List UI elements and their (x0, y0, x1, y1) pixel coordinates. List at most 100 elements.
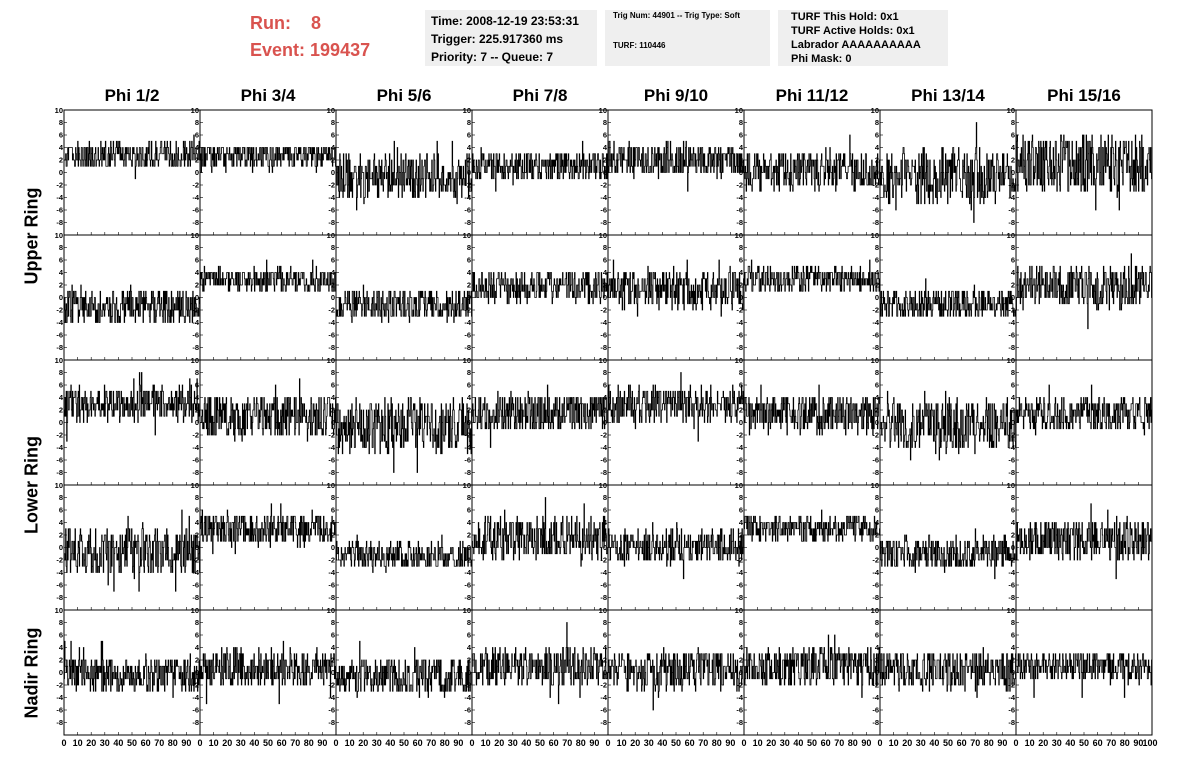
y-tick-label: -6 (600, 706, 607, 715)
y-tick-label: -6 (192, 706, 199, 715)
y-tick-label: 2 (331, 406, 335, 415)
panel-frame-r4-c2 (199, 484, 337, 611)
y-tick-label: 4 (195, 643, 200, 652)
x-tick-label: 30 (236, 738, 246, 748)
y-tick-label: -4 (464, 568, 471, 577)
y-tick-label: -2 (56, 556, 63, 565)
panel-frame-r2-c2 (199, 234, 337, 361)
y-tick-label: -6 (192, 456, 199, 465)
y-tick-label: -2 (600, 431, 607, 440)
y-tick-label: -2 (56, 181, 63, 190)
y-tick-label: 2 (331, 156, 335, 165)
x-tick-label: 50 (263, 738, 273, 748)
y-tick-label: -2 (1008, 306, 1015, 315)
y-top-label: 10 (191, 481, 199, 490)
y-tick-label: 4 (603, 268, 608, 277)
y-tick-label: 6 (739, 631, 743, 640)
y-tick-label: -4 (600, 443, 607, 452)
y-top-label: 10 (871, 231, 879, 240)
y-tick-label: -2 (1008, 181, 1015, 190)
phi-header-3-4: Phi 3/4 (240, 86, 296, 105)
y-top-label: 10 (327, 106, 335, 115)
run-event-panel: Run: 8 Event: 199437 (250, 10, 410, 66)
x-tick-label: 60 (685, 738, 695, 748)
y-tick-label: 6 (331, 131, 335, 140)
y-tick-label: 0 (739, 293, 743, 302)
y-tick-label: -8 (464, 468, 471, 477)
y-tick-label: 4 (331, 643, 336, 652)
y-tick-label: 8 (603, 118, 607, 127)
y-tick-label: -4 (328, 318, 335, 327)
y-tick-label: -8 (600, 218, 607, 227)
y-top-label: 10 (735, 481, 743, 490)
y-tick-label: 2 (331, 656, 335, 665)
y-top-label: 10 (55, 481, 63, 490)
y-tick-label: 6 (1011, 631, 1015, 640)
panel-frame-r3-c5 (607, 359, 745, 486)
y-tick-label: -8 (56, 343, 63, 352)
y-tick-label: -2 (872, 181, 879, 190)
x-tick-label: 10 (889, 738, 899, 748)
y-tick-label: 4 (467, 268, 472, 277)
y-tick-label: -8 (736, 343, 743, 352)
y-tick-label: 0 (1011, 293, 1015, 302)
y-tick-label: 8 (1011, 493, 1015, 502)
y-tick-label: 4 (467, 518, 472, 527)
y-tick-label: 4 (59, 518, 64, 527)
waveform-trace-r2-c2 (200, 259, 337, 292)
y-tick-label: 6 (875, 381, 879, 390)
y-top-label: 10 (599, 481, 607, 490)
y-tick-label: -2 (328, 681, 335, 690)
waveform-trace-r2-c6 (744, 259, 881, 292)
x-tick-label: 10 (209, 738, 219, 748)
y-tick-label: 0 (467, 168, 471, 177)
y-top-label: 10 (871, 481, 879, 490)
y-top-label: 10 (1007, 481, 1015, 490)
x-tick-label: 70 (698, 738, 708, 748)
y-tick-label: 4 (195, 393, 200, 402)
waveform-trace-r3-c4 (472, 384, 609, 448)
y-tick-label: -2 (736, 556, 743, 565)
x-tick-label: 40 (521, 738, 531, 748)
x-tick-label: 50 (535, 738, 545, 748)
y-tick-label: 8 (331, 493, 335, 502)
panel-frame-r2-c7 (879, 234, 1017, 361)
y-tick-label: 6 (875, 256, 879, 265)
y-tick-label: 0 (603, 418, 607, 427)
y-tick-label: -6 (600, 331, 607, 340)
y-tick-label: 0 (467, 668, 471, 677)
y-tick-label: -4 (56, 443, 63, 452)
y-tick-label: 6 (739, 131, 743, 140)
x-tick-label: 20 (766, 738, 776, 748)
y-tick-label: 8 (603, 368, 607, 377)
run-value: 8 (311, 13, 322, 33)
x-tick-label: 90 (317, 738, 327, 748)
y-tick-label: 8 (739, 243, 743, 252)
y-top-label: 10 (327, 231, 335, 240)
trig-info-box: Trig Num: 44901 -- Trig Type: Soft TURF:… (605, 10, 770, 66)
x-tick-label: 30 (100, 738, 110, 748)
y-tick-label: -6 (736, 581, 743, 590)
y-tick-label: 6 (59, 506, 63, 515)
x-tick-label: 70 (290, 738, 300, 748)
x-tick-label: 40 (385, 738, 395, 748)
y-tick-label: -6 (56, 706, 63, 715)
y-tick-label: 0 (739, 543, 743, 552)
y-tick-label: 0 (331, 668, 335, 677)
y-tick-label: 4 (467, 143, 472, 152)
y-tick-label: -8 (736, 718, 743, 727)
y-tick-label: -8 (736, 218, 743, 227)
y-tick-label: 8 (331, 618, 335, 627)
y-tick-label: -6 (600, 581, 607, 590)
x-tick-label: 40 (793, 738, 803, 748)
turf-info-box: TURF This Hold: 0x1 TURF Active Holds: 0… (778, 10, 948, 66)
y-tick-label: 8 (739, 618, 743, 627)
panel-frame-r2-c6 (743, 234, 881, 361)
waveform-trace-r3-c2 (200, 378, 337, 442)
y-tick-label: -6 (56, 456, 63, 465)
waveform-trace-r3-c6 (744, 384, 881, 436)
phi-mask-text: Phi Mask: 0 (791, 53, 852, 65)
phi-header-13-14: Phi 13/14 (911, 86, 985, 105)
y-tick-label: 2 (1011, 156, 1015, 165)
y-tick-label: 6 (603, 631, 607, 640)
